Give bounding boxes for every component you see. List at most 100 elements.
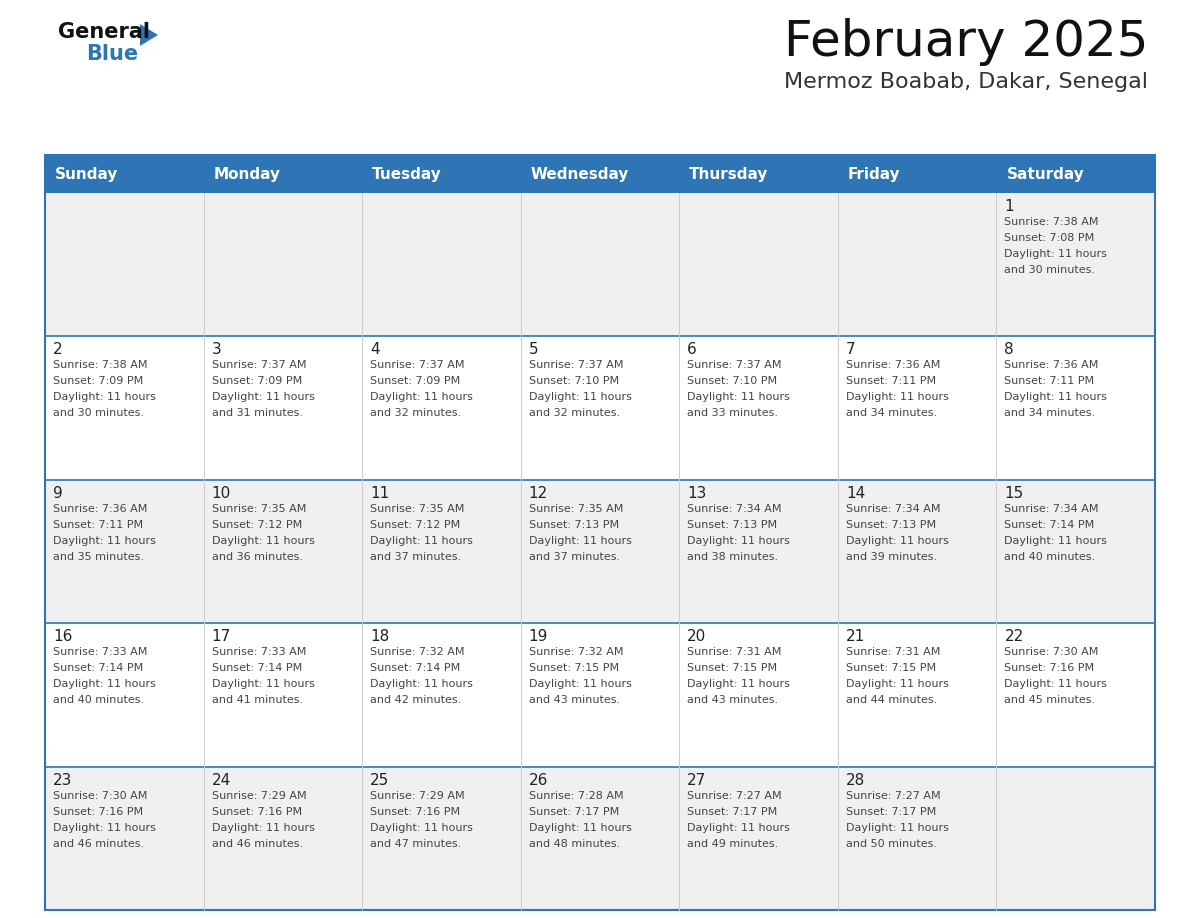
Text: Sunset: 7:11 PM: Sunset: 7:11 PM bbox=[1004, 376, 1094, 386]
Text: 26: 26 bbox=[529, 773, 548, 788]
Text: and 40 minutes.: and 40 minutes. bbox=[53, 695, 144, 705]
Bar bbox=[362, 623, 520, 767]
Text: Sunrise: 7:35 AM: Sunrise: 7:35 AM bbox=[371, 504, 465, 514]
Text: and 43 minutes.: and 43 minutes. bbox=[529, 695, 620, 705]
Text: Daylight: 11 hours: Daylight: 11 hours bbox=[53, 392, 156, 402]
Text: Sunrise: 7:31 AM: Sunrise: 7:31 AM bbox=[688, 647, 782, 657]
Text: Sunset: 7:13 PM: Sunset: 7:13 PM bbox=[529, 520, 619, 530]
Text: Daylight: 11 hours: Daylight: 11 hours bbox=[371, 536, 473, 546]
Text: Daylight: 11 hours: Daylight: 11 hours bbox=[1004, 392, 1107, 402]
Text: and 38 minutes.: and 38 minutes. bbox=[688, 552, 778, 562]
Text: Daylight: 11 hours: Daylight: 11 hours bbox=[529, 536, 632, 546]
Text: and 46 minutes.: and 46 minutes. bbox=[211, 839, 303, 848]
Bar bbox=[203, 623, 362, 767]
Text: Sunset: 7:16 PM: Sunset: 7:16 PM bbox=[371, 807, 460, 817]
Text: Tuesday: Tuesday bbox=[372, 166, 442, 182]
Text: 28: 28 bbox=[846, 773, 865, 788]
Text: 27: 27 bbox=[688, 773, 707, 788]
Bar bbox=[838, 336, 997, 480]
Text: and 37 minutes.: and 37 minutes. bbox=[529, 552, 620, 562]
Text: and 33 minutes.: and 33 minutes. bbox=[688, 409, 778, 419]
Bar bbox=[203, 767, 362, 910]
Text: 7: 7 bbox=[846, 342, 855, 357]
Bar bbox=[680, 336, 838, 480]
Text: Sunrise: 7:37 AM: Sunrise: 7:37 AM bbox=[371, 361, 465, 370]
Text: Sunrise: 7:38 AM: Sunrise: 7:38 AM bbox=[53, 361, 147, 370]
Text: Daylight: 11 hours: Daylight: 11 hours bbox=[211, 823, 315, 833]
Text: Sunrise: 7:36 AM: Sunrise: 7:36 AM bbox=[846, 361, 940, 370]
Text: and 43 minutes.: and 43 minutes. bbox=[688, 695, 778, 705]
Text: Daylight: 11 hours: Daylight: 11 hours bbox=[371, 392, 473, 402]
Text: and 30 minutes.: and 30 minutes. bbox=[1004, 265, 1095, 275]
Bar bbox=[203, 336, 362, 480]
Bar bbox=[362, 767, 520, 910]
Text: Sunset: 7:08 PM: Sunset: 7:08 PM bbox=[1004, 233, 1094, 243]
Text: Sunrise: 7:27 AM: Sunrise: 7:27 AM bbox=[846, 790, 941, 800]
Text: Sunset: 7:12 PM: Sunset: 7:12 PM bbox=[211, 520, 302, 530]
Text: and 37 minutes.: and 37 minutes. bbox=[371, 552, 461, 562]
Text: 8: 8 bbox=[1004, 342, 1015, 357]
Text: 1: 1 bbox=[1004, 199, 1015, 214]
Bar bbox=[362, 193, 520, 336]
Text: Daylight: 11 hours: Daylight: 11 hours bbox=[846, 536, 949, 546]
Bar bbox=[520, 623, 680, 767]
Bar bbox=[680, 623, 838, 767]
Text: and 32 minutes.: and 32 minutes. bbox=[371, 409, 461, 419]
Text: 10: 10 bbox=[211, 486, 230, 501]
Bar bbox=[203, 193, 362, 336]
Text: and 39 minutes.: and 39 minutes. bbox=[846, 552, 937, 562]
Text: Sunrise: 7:34 AM: Sunrise: 7:34 AM bbox=[846, 504, 941, 514]
Text: Mermoz Boabab, Dakar, Senegal: Mermoz Boabab, Dakar, Senegal bbox=[784, 72, 1148, 92]
Bar bbox=[997, 767, 1155, 910]
Bar bbox=[997, 193, 1155, 336]
Bar bbox=[520, 480, 680, 623]
Polygon shape bbox=[140, 24, 158, 46]
Text: Sunset: 7:11 PM: Sunset: 7:11 PM bbox=[846, 376, 936, 386]
Bar bbox=[680, 767, 838, 910]
Bar bbox=[997, 480, 1155, 623]
Text: and 48 minutes.: and 48 minutes. bbox=[529, 839, 620, 848]
Text: 21: 21 bbox=[846, 629, 865, 644]
Text: and 47 minutes.: and 47 minutes. bbox=[371, 839, 461, 848]
Text: 18: 18 bbox=[371, 629, 390, 644]
Text: Sunset: 7:17 PM: Sunset: 7:17 PM bbox=[688, 807, 777, 817]
Text: Daylight: 11 hours: Daylight: 11 hours bbox=[846, 823, 949, 833]
Text: Daylight: 11 hours: Daylight: 11 hours bbox=[688, 679, 790, 689]
Text: Sunset: 7:16 PM: Sunset: 7:16 PM bbox=[1004, 663, 1094, 673]
Text: Sunrise: 7:37 AM: Sunrise: 7:37 AM bbox=[529, 361, 624, 370]
Text: and 40 minutes.: and 40 minutes. bbox=[1004, 552, 1095, 562]
Text: Daylight: 11 hours: Daylight: 11 hours bbox=[1004, 536, 1107, 546]
Text: Wednesday: Wednesday bbox=[531, 166, 630, 182]
Text: Sunset: 7:17 PM: Sunset: 7:17 PM bbox=[529, 807, 619, 817]
Text: Sunset: 7:09 PM: Sunset: 7:09 PM bbox=[53, 376, 144, 386]
Text: 4: 4 bbox=[371, 342, 380, 357]
Text: February 2025: February 2025 bbox=[784, 18, 1148, 66]
Text: 11: 11 bbox=[371, 486, 390, 501]
Text: 12: 12 bbox=[529, 486, 548, 501]
Text: Saturday: Saturday bbox=[1006, 166, 1085, 182]
Text: Sunrise: 7:33 AM: Sunrise: 7:33 AM bbox=[53, 647, 147, 657]
Text: and 32 minutes.: and 32 minutes. bbox=[529, 409, 620, 419]
Bar bbox=[362, 155, 520, 193]
Text: Sunset: 7:15 PM: Sunset: 7:15 PM bbox=[688, 663, 777, 673]
Text: Sunrise: 7:36 AM: Sunrise: 7:36 AM bbox=[53, 504, 147, 514]
Text: and 30 minutes.: and 30 minutes. bbox=[53, 409, 144, 419]
Text: Sunrise: 7:35 AM: Sunrise: 7:35 AM bbox=[529, 504, 623, 514]
Text: 23: 23 bbox=[53, 773, 72, 788]
Text: Daylight: 11 hours: Daylight: 11 hours bbox=[53, 823, 156, 833]
Text: and 46 minutes.: and 46 minutes. bbox=[53, 839, 144, 848]
Bar bbox=[997, 336, 1155, 480]
Bar bbox=[838, 480, 997, 623]
Text: Sunset: 7:14 PM: Sunset: 7:14 PM bbox=[1004, 520, 1094, 530]
Text: 5: 5 bbox=[529, 342, 538, 357]
Text: 2: 2 bbox=[53, 342, 63, 357]
Text: and 45 minutes.: and 45 minutes. bbox=[1004, 695, 1095, 705]
Text: Sunset: 7:10 PM: Sunset: 7:10 PM bbox=[529, 376, 619, 386]
Text: General: General bbox=[58, 22, 150, 42]
Text: Sunset: 7:09 PM: Sunset: 7:09 PM bbox=[211, 376, 302, 386]
Text: Sunrise: 7:32 AM: Sunrise: 7:32 AM bbox=[371, 647, 465, 657]
Text: Daylight: 11 hours: Daylight: 11 hours bbox=[53, 536, 156, 546]
Text: Sunset: 7:15 PM: Sunset: 7:15 PM bbox=[846, 663, 936, 673]
Text: Daylight: 11 hours: Daylight: 11 hours bbox=[53, 679, 156, 689]
Text: Sunset: 7:12 PM: Sunset: 7:12 PM bbox=[371, 520, 461, 530]
